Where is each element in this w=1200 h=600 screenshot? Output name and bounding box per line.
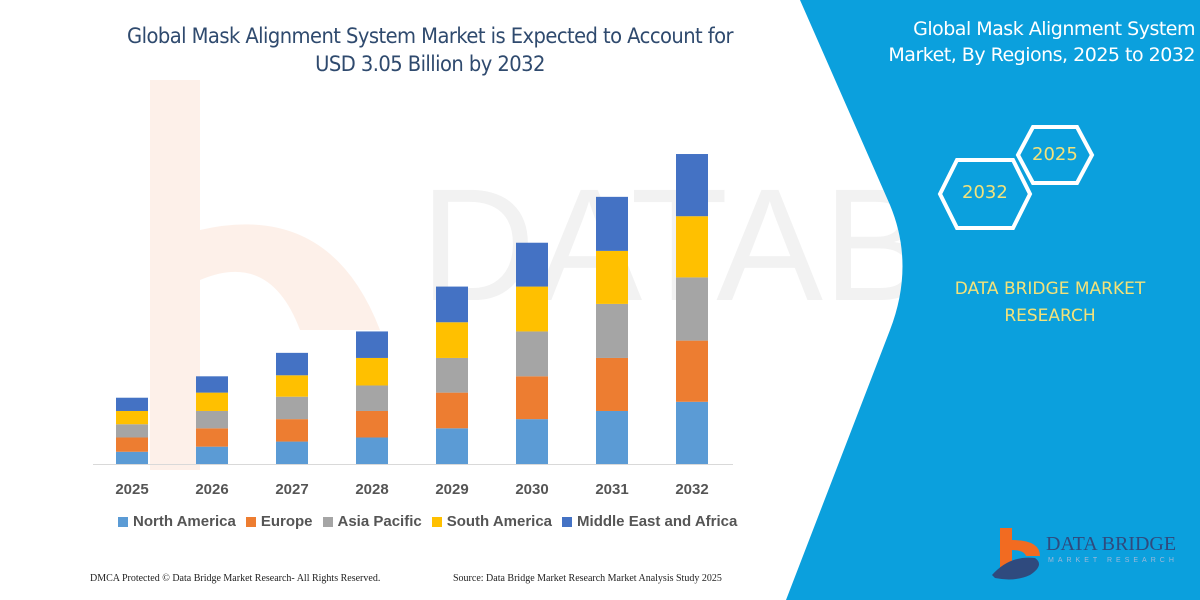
watermark-logo (150, 80, 380, 470)
x-tick-label: 2030 (515, 481, 548, 498)
legend-swatch (322, 516, 333, 527)
side-panel (786, 0, 1200, 600)
bar-segment-2031-europe (596, 357, 628, 411)
x-tick-label: 2029 (435, 481, 468, 498)
bar-segment-2030-middle-east-and-africa (516, 242, 548, 287)
bar-segment-2028-middle-east-and-africa (356, 331, 388, 358)
legend-item: Asia Pacific (322, 513, 422, 530)
bar-segment-2030-north-america (516, 419, 548, 464)
bar-segment-2031-north-america (596, 410, 628, 464)
legend-label: Asia Pacific (337, 513, 422, 530)
bar-segment-2030-europe (516, 376, 548, 420)
legend-swatch (431, 516, 442, 527)
bar-segment-2028-asia-pacific (356, 385, 388, 411)
bar-segment-2027-middle-east-and-africa (276, 352, 308, 376)
logo-icon (992, 528, 1040, 580)
bar-segment-2025-south-america (116, 410, 148, 425)
x-tick-label: 2026 (195, 481, 228, 498)
bar-segment-2026-north-america (196, 446, 228, 464)
legend-swatch (118, 516, 128, 527)
bar-segment-2029-middle-east-and-africa (436, 286, 468, 323)
footer-copyright: DMCA Protected © Data Bridge Market Rese… (90, 573, 381, 584)
bar-segment-2031-middle-east-and-africa (596, 196, 628, 251)
brand-name: DATA BRIDGE MARKET RESEARCH (954, 279, 1146, 326)
logo-text: DATA BRIDGE (1046, 533, 1177, 555)
bar-segment-2031-asia-pacific (596, 303, 628, 358)
bar-segment-2028-europe (356, 410, 388, 438)
bar-segment-2027-north-america (276, 441, 308, 464)
bar-segment-2029-europe (436, 392, 468, 429)
x-tick-label: 2032 (675, 481, 708, 498)
bar-segment-2030-south-america (516, 286, 548, 332)
bar-segment-2029-asia-pacific (436, 357, 468, 393)
hex-2025-label: 2025 (1032, 144, 1078, 165)
legend-item: Europe (245, 513, 313, 530)
bar-segment-2029-south-america (436, 322, 468, 358)
x-tick-label: 2028 (355, 481, 388, 498)
bar-segment-2032-north-america (676, 401, 708, 464)
x-tick-label: 2031 (595, 481, 628, 498)
legend-label: Europe (260, 513, 313, 530)
x-tick-label: 2025 (115, 481, 148, 498)
legend: North America Europe Asia Pacific South Ame… (118, 513, 737, 530)
legend-item: South America (431, 513, 553, 530)
bar-segment-2025-middle-east-and-africa (116, 397, 148, 411)
bar-segment-2026-asia-pacific (196, 410, 228, 429)
bar-segment-2028-north-america (356, 437, 388, 464)
bar-segment-2030-asia-pacific (516, 331, 548, 377)
hex-2032-label: 2032 (962, 182, 1008, 203)
bar-segment-2028-south-america (356, 357, 388, 386)
bar-segment-2032-asia-pacific (676, 277, 708, 341)
watermark-text: DATAB (420, 155, 930, 334)
legend-label: Middle East and Africa (577, 513, 738, 530)
bar-segment-2026-europe (196, 428, 228, 447)
logo-subtext: MARKET RESEARCH (1048, 557, 1178, 564)
bar-segment-2032-europe (676, 340, 708, 402)
chart-title: Global Mask Alignment System Market is E… (127, 24, 733, 76)
bar-segment-2027-south-america (276, 375, 308, 397)
legend-label: South America (446, 513, 553, 530)
bar-segment-2026-south-america (196, 392, 228, 411)
bar-segment-2025-asia-pacific (116, 424, 148, 438)
legend-item: North America (118, 513, 236, 530)
bar-segment-2032-south-america (676, 216, 708, 278)
hex-2025 (1015, 125, 1095, 185)
x-tick-label: 2027 (275, 481, 308, 498)
legend-swatch (245, 516, 256, 527)
footer-source: Source: Data Bridge Market Research Mark… (453, 573, 722, 584)
bar-segment-2026-middle-east-and-africa (196, 376, 228, 393)
bar-segment-2031-south-america (596, 250, 628, 304)
bar-segment-2025-europe (116, 437, 148, 452)
hex-2032 (937, 158, 1033, 230)
legend-item: Middle East and Africa (562, 513, 737, 530)
legend-swatch (562, 516, 573, 527)
side-panel-title: Global Mask Alignment System Market, By … (888, 18, 1195, 66)
bar-segment-2032-middle-east-and-africa (676, 154, 708, 217)
bar-segment-2029-north-america (436, 428, 468, 464)
bar-segment-2027-asia-pacific (276, 396, 308, 420)
legend-label: North America (133, 513, 236, 530)
bar-segment-2025-north-america (116, 451, 148, 464)
bar-segment-2027-europe (276, 419, 308, 442)
